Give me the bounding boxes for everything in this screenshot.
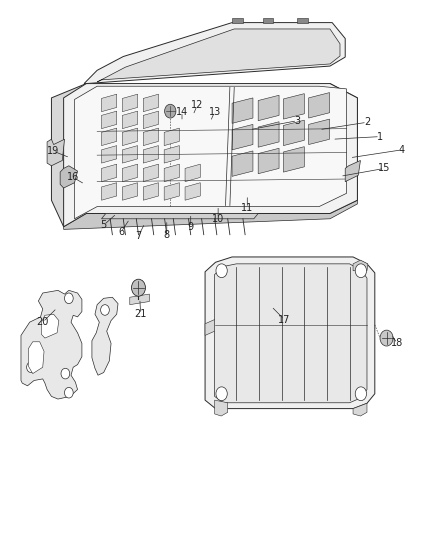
Text: 1: 1 — [377, 132, 383, 142]
Polygon shape — [205, 257, 375, 409]
Circle shape — [355, 387, 367, 401]
Polygon shape — [164, 183, 180, 200]
Text: 7: 7 — [135, 231, 141, 241]
Text: 6: 6 — [118, 227, 124, 237]
Polygon shape — [143, 94, 159, 112]
Polygon shape — [297, 18, 308, 22]
Circle shape — [64, 387, 73, 398]
Polygon shape — [130, 294, 149, 305]
Polygon shape — [262, 18, 273, 22]
Polygon shape — [28, 342, 44, 374]
Text: 18: 18 — [391, 338, 403, 349]
Polygon shape — [47, 139, 64, 166]
Polygon shape — [232, 151, 253, 176]
Circle shape — [27, 362, 35, 373]
Polygon shape — [164, 146, 180, 163]
Polygon shape — [64, 84, 357, 227]
Text: 10: 10 — [212, 214, 224, 224]
Text: 19: 19 — [46, 146, 59, 156]
Polygon shape — [143, 164, 159, 182]
Circle shape — [131, 279, 145, 296]
Circle shape — [64, 293, 73, 304]
Polygon shape — [122, 183, 138, 200]
Circle shape — [216, 264, 227, 278]
Polygon shape — [102, 183, 117, 200]
Polygon shape — [64, 200, 357, 229]
Text: 12: 12 — [191, 100, 203, 110]
Text: 15: 15 — [378, 164, 391, 173]
Polygon shape — [283, 94, 304, 119]
Polygon shape — [232, 98, 253, 123]
Polygon shape — [102, 128, 117, 146]
Circle shape — [216, 387, 227, 401]
Polygon shape — [102, 214, 258, 219]
Text: 8: 8 — [164, 230, 170, 240]
Text: 13: 13 — [208, 107, 221, 117]
Text: 2: 2 — [364, 117, 370, 127]
Text: 17: 17 — [278, 314, 290, 325]
Polygon shape — [283, 120, 304, 146]
Polygon shape — [258, 95, 279, 120]
Polygon shape — [21, 290, 82, 399]
Polygon shape — [309, 119, 329, 144]
Polygon shape — [185, 183, 200, 200]
Text: 4: 4 — [399, 145, 405, 155]
Circle shape — [101, 305, 110, 316]
Polygon shape — [345, 160, 360, 182]
Polygon shape — [143, 183, 159, 200]
Text: 16: 16 — [67, 172, 79, 182]
Text: 20: 20 — [36, 317, 49, 327]
Polygon shape — [60, 166, 78, 188]
Polygon shape — [164, 164, 180, 182]
Circle shape — [380, 330, 393, 346]
Text: 21: 21 — [134, 309, 147, 319]
Polygon shape — [143, 128, 159, 146]
Polygon shape — [122, 111, 138, 128]
Polygon shape — [353, 260, 368, 271]
Polygon shape — [215, 400, 228, 416]
Polygon shape — [205, 319, 215, 335]
Polygon shape — [143, 146, 159, 163]
Polygon shape — [283, 147, 304, 172]
Polygon shape — [122, 146, 138, 163]
Text: 11: 11 — [241, 203, 254, 213]
Polygon shape — [309, 93, 329, 118]
Text: 3: 3 — [294, 116, 300, 126]
Polygon shape — [185, 164, 200, 182]
Polygon shape — [92, 297, 118, 375]
Polygon shape — [258, 148, 279, 174]
Polygon shape — [102, 164, 117, 182]
Polygon shape — [102, 94, 117, 112]
Polygon shape — [122, 128, 138, 146]
Circle shape — [61, 368, 70, 379]
Text: 9: 9 — [187, 222, 194, 232]
Polygon shape — [102, 111, 117, 128]
Polygon shape — [51, 84, 86, 227]
Polygon shape — [102, 146, 117, 163]
Circle shape — [355, 264, 367, 278]
Polygon shape — [74, 86, 346, 219]
Polygon shape — [330, 84, 357, 214]
Polygon shape — [232, 124, 253, 150]
Polygon shape — [164, 128, 180, 146]
Polygon shape — [353, 403, 367, 416]
Polygon shape — [122, 94, 138, 112]
Text: 14: 14 — [176, 107, 188, 117]
Polygon shape — [122, 164, 138, 182]
Polygon shape — [215, 264, 367, 403]
Polygon shape — [232, 18, 243, 22]
Polygon shape — [84, 22, 345, 84]
Polygon shape — [143, 111, 159, 128]
Polygon shape — [258, 122, 279, 147]
Text: 5: 5 — [101, 220, 107, 230]
Polygon shape — [42, 314, 59, 338]
Polygon shape — [97, 29, 340, 82]
Circle shape — [165, 104, 176, 118]
